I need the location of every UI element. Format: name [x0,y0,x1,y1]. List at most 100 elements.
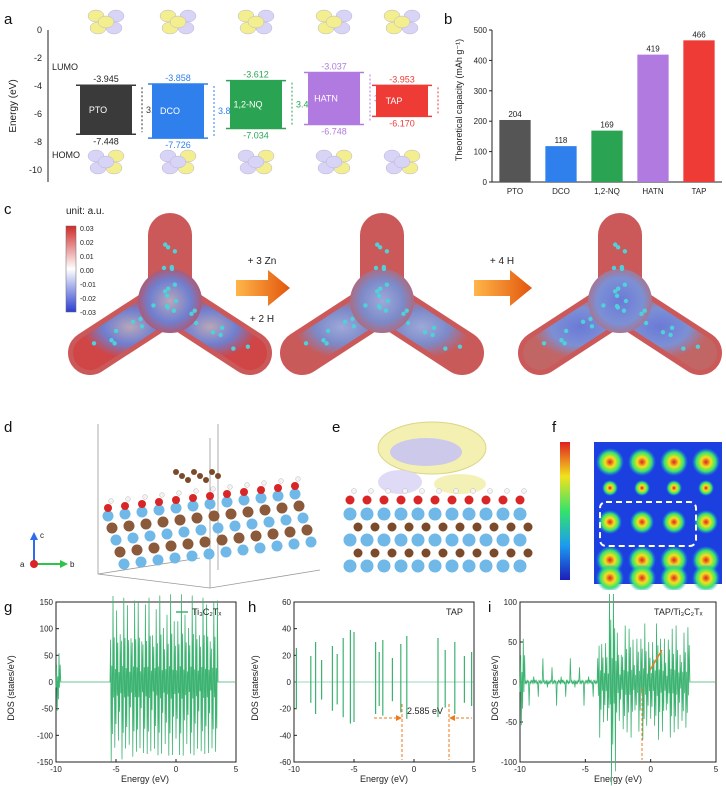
x-tick-label: -10 [288,765,300,774]
atom [237,544,249,556]
panel-g-legend: Ti₃C₂Tₓ [192,607,221,617]
atom [246,518,258,530]
panel-g-dos: g DOS (states/eV) Energy (eV) -10 -5 0 5150… [4,594,239,784]
hydrogen-atom [278,478,284,484]
atom [127,532,139,544]
molecule-name: PTO [89,105,107,115]
y-tick-label: -50 [505,718,517,727]
atom [187,500,199,512]
atom [457,344,463,349]
atom [263,516,275,528]
y-tick-label: 100 [40,625,54,634]
atom [343,533,357,547]
hydrogen-atom [210,486,216,492]
orbital-lobe [393,155,411,169]
x-category-label: 1,2-NQ [594,187,620,196]
atom [245,344,251,349]
atom [218,332,223,338]
atom [210,330,216,335]
gap-value: 3.422 [296,100,319,110]
atom [615,245,621,250]
panel-a-y-ticks: 0 -2 -4 -6 -8 -10 [29,25,42,175]
atom [267,528,279,540]
atom [165,540,177,552]
x-category-label: HATN [642,187,663,196]
molecule-name: TAP [386,96,403,106]
atom [445,507,459,521]
x-tick-label: -5 [112,765,120,774]
atom [428,559,442,573]
dos-trace-tap-ti3c2tx [519,594,716,786]
atom [170,502,182,514]
atom [173,298,179,304]
atom [164,303,170,309]
atom [472,522,482,532]
atom [153,504,165,516]
atom [479,507,493,521]
atom [541,341,547,346]
atom [165,245,171,250]
oxygen-atom [240,488,248,496]
atom [162,289,168,294]
energy-level-boxes: PTO3.503-3.945-7.448DCO3.868-3.858-7.726… [76,62,439,150]
atom [113,328,119,334]
atom [384,249,390,254]
atom [394,533,408,547]
atom [401,311,406,317]
y-tick-label: 40 [282,625,291,634]
elf-spot [596,448,624,476]
atom [695,344,701,349]
y-tick-label: 0 [513,678,518,687]
carbon-atom [185,477,191,483]
oxygen-atom [379,495,389,505]
a-ytick: -10 [29,165,42,175]
panel-label-d: d [4,419,12,436]
hydrogen-atom [368,488,374,494]
bar-value-label: 204 [508,110,522,119]
bar-tap [683,40,715,182]
band-gap-label: 2.585 eV [407,706,443,716]
colorbar-tick: 0.01 [80,254,94,261]
esp-molecules [68,213,722,375]
atom [219,325,225,331]
atom [430,332,435,338]
atom [203,548,215,560]
atom [513,507,527,521]
atom [325,328,331,334]
atom [195,524,207,536]
hydrogen-atom [504,488,510,494]
charge-depletion-cloud [378,470,422,494]
oxygen-atom [413,495,423,505]
panel-a-energy-levels: a Energy (eV) 0 -2 -4 -6 -8 -10 LUMO HOM… [4,9,439,182]
atom [455,522,465,532]
atom [496,533,510,547]
atom [148,542,160,554]
atom [106,522,118,534]
atom [350,316,355,322]
hydrogen-atom [419,488,425,494]
atom [373,265,379,271]
atom [288,538,300,550]
atom [110,534,122,546]
atom [259,504,271,516]
panel-i-x-label: Energy (eV) [594,774,642,784]
elf-spot [630,510,654,534]
panel-h-x-label: Energy (eV) [360,774,408,784]
atom [374,289,380,294]
y-tick-label: 150 [40,598,54,607]
atom [360,507,374,521]
atom [192,308,197,313]
orbital-isosurfaces [87,9,421,175]
atom [162,242,168,247]
carbon-atom [209,469,215,475]
atom [523,548,533,558]
energy-gap-box [80,85,132,135]
atom [601,303,606,308]
arrow1-top-label: + 3 Zn [248,256,277,267]
lumo-value: -3.953 [389,74,415,84]
oxygen-atom [362,495,372,505]
band-gap-marker: 2.585 eV [374,704,472,760]
atom [523,522,533,532]
energy-gap-box [230,80,282,129]
oxygen-atom [206,492,214,500]
